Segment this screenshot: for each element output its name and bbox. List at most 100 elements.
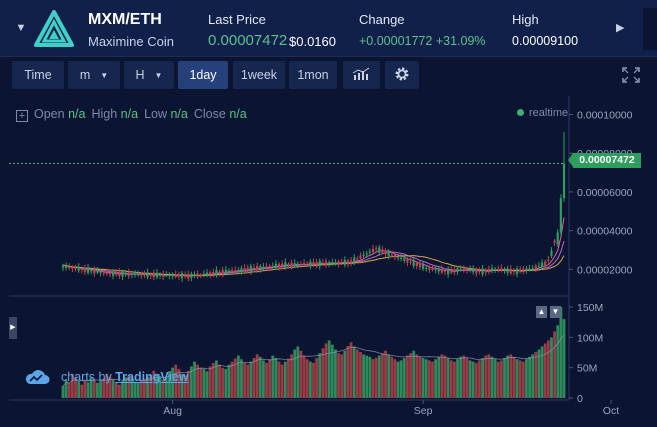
candle-body <box>187 273 190 279</box>
volume-bar <box>559 307 563 398</box>
candle-body <box>525 268 528 271</box>
candle-body <box>199 274 202 276</box>
candle-body <box>472 268 475 273</box>
candle-body <box>277 263 281 268</box>
side-panel-toggle[interactable]: ▶ <box>9 317 17 339</box>
candle-body <box>303 263 306 266</box>
candle-body <box>540 262 544 268</box>
chevron-right-icon[interactable]: ▶ <box>616 22 625 34</box>
volume-bar <box>434 359 438 398</box>
candle-body <box>287 264 290 266</box>
candle-body <box>537 265 541 267</box>
volume-bar <box>240 359 243 398</box>
volume-bar <box>92 379 96 398</box>
volume-bar <box>543 343 547 398</box>
volume-bar <box>431 361 434 398</box>
candle-body <box>259 266 262 270</box>
volume-bar <box>61 385 65 398</box>
volume-bar <box>86 382 90 398</box>
candle-body <box>440 268 443 273</box>
volume-bar <box>471 361 475 398</box>
volume-bar <box>462 355 466 398</box>
volume-bar <box>155 373 159 398</box>
candle-body <box>356 258 359 260</box>
volume-bar <box>67 382 71 398</box>
candle-body <box>365 253 368 255</box>
interval-hour-dropdown[interactable]: H ▼ <box>124 61 174 89</box>
volume-bar <box>525 359 528 398</box>
candle-body <box>61 265 65 268</box>
candle-body <box>121 271 124 277</box>
candle-body <box>230 269 234 272</box>
interval-time-button[interactable]: Time <box>12 61 64 89</box>
indicators-button[interactable] <box>343 61 380 89</box>
fullscreen-icon[interactable] <box>621 66 641 84</box>
candle-body <box>378 247 381 253</box>
volume-bar <box>168 371 171 398</box>
volume-bar <box>550 337 553 398</box>
volume-bar <box>158 376 162 398</box>
candle-body <box>415 262 418 266</box>
candle-body <box>249 265 252 272</box>
candle-body <box>406 258 409 263</box>
candle-body <box>478 270 481 273</box>
candle-body <box>227 270 231 272</box>
candle-body <box>475 268 478 274</box>
candle-body <box>497 268 500 270</box>
settings-button[interactable] <box>385 61 419 89</box>
candle-body <box>425 267 428 269</box>
interval-1day-button[interactable]: 1day <box>178 61 228 89</box>
volume-bar <box>164 376 168 398</box>
volume-bar <box>380 353 384 398</box>
volume-bar <box>515 359 519 398</box>
high-label: High <box>512 12 539 27</box>
volume-bar <box>446 357 450 398</box>
chevron-down-icon[interactable]: ▼ <box>15 22 27 34</box>
candle-body <box>296 263 299 265</box>
scroll-up-icon[interactable]: ▲ <box>536 306 547 318</box>
candle-body <box>481 268 484 275</box>
volume-bar <box>117 384 121 398</box>
interval-1mon-button[interactable]: 1mon <box>289 61 337 89</box>
volume-bar <box>556 325 560 398</box>
volume-bar <box>180 373 184 398</box>
attribution-brand[interactable]: TradingView <box>115 370 189 384</box>
volume-bar <box>161 379 165 398</box>
volume-bar <box>111 379 115 398</box>
volume-bar <box>499 360 503 398</box>
candle-body <box>434 268 437 270</box>
indicators-icon <box>352 67 369 80</box>
tradingview-attribution[interactable]: charts by TradingView <box>25 370 189 384</box>
candle-body <box>547 259 550 261</box>
volume-bar <box>359 351 362 398</box>
candle-body <box>334 262 337 264</box>
interval-time-label: Time <box>24 68 52 82</box>
volume-bar <box>136 382 140 398</box>
candle-body <box>512 270 515 273</box>
volume-bar <box>77 381 81 398</box>
volume-axis-label: 0 <box>577 393 583 405</box>
scroll-down-icon[interactable]: ▼ <box>550 306 561 318</box>
caret-down-icon: ▼ <box>154 71 163 80</box>
tradingview-chart[interactable]: 0.000100000.000080000.000060000.00004000… <box>9 96 657 427</box>
interval-1week-button[interactable]: 1week <box>233 61 285 89</box>
candle-body <box>412 260 415 267</box>
volume-bar <box>421 357 425 398</box>
candle-body <box>274 263 278 268</box>
candle-body <box>68 266 71 268</box>
volume-bar <box>152 370 156 398</box>
candle-body <box>162 273 165 277</box>
last-price-label: Last Price <box>208 12 266 27</box>
candle-body <box>77 266 80 271</box>
price-axis-label: 0.00006000 <box>577 187 633 199</box>
candle-body <box>237 269 240 271</box>
candle-body <box>387 251 390 257</box>
volume-bar <box>443 355 447 398</box>
candle-body <box>459 269 462 271</box>
candle-body <box>368 251 371 253</box>
volume-bar <box>193 361 196 398</box>
candle-body <box>240 268 243 272</box>
interval-minute-dropdown[interactable]: m ▼ <box>68 61 120 89</box>
plus-icon[interactable]: + <box>16 110 28 122</box>
candle-body <box>118 271 121 277</box>
